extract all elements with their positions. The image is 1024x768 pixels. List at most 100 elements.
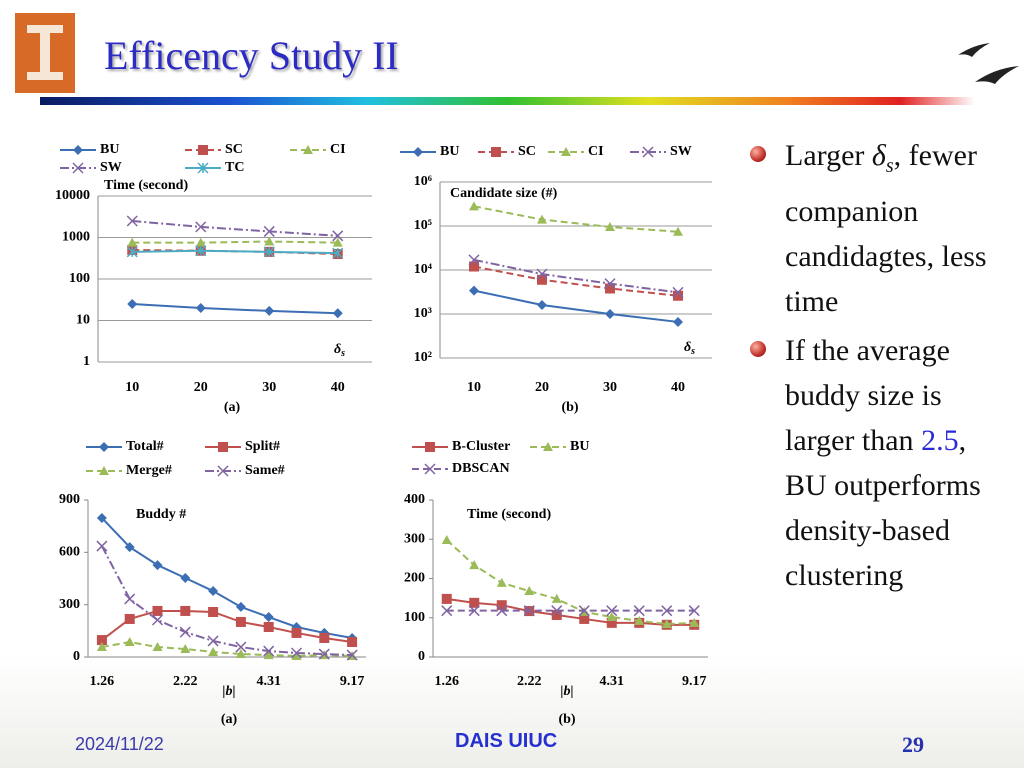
x-label: |b| [222, 684, 235, 699]
data-point [180, 572, 191, 583]
annotation-symbol: δ [684, 340, 691, 355]
data-point [578, 605, 590, 617]
bullet-symbol: δ [871, 139, 886, 172]
series-line [101, 517, 353, 639]
x-tick-label: 40 [671, 380, 685, 395]
data-point [537, 214, 547, 224]
legend-label: Split# [245, 439, 280, 454]
data-point [290, 647, 303, 659]
caption: (b) [561, 400, 578, 415]
legend-marker [491, 147, 501, 157]
data-point [263, 650, 274, 660]
legend-label: Total# [126, 439, 164, 454]
footer-date: 2024/11/22 [75, 734, 164, 754]
slide-title: Efficency Study II [104, 33, 399, 78]
series-line [446, 597, 695, 626]
data-point [551, 593, 562, 603]
legend-marker [425, 442, 435, 452]
data-point [96, 635, 107, 646]
y-label: Candidate size (#) [450, 186, 558, 201]
data-point [469, 261, 479, 272]
legend-label: BU [100, 142, 119, 157]
data-point [264, 305, 275, 316]
data-point [263, 246, 275, 258]
y-tick-label: 300 [59, 597, 80, 612]
series-line [473, 258, 679, 294]
x-tick-label: 1.26 [90, 674, 115, 689]
legend-label: SC [518, 144, 536, 159]
data-point [441, 593, 452, 604]
bullet-text: , fewer companion candidagtes, less time [785, 139, 987, 318]
data-point [291, 627, 302, 638]
y-label: Time (second) [467, 507, 551, 522]
x-tick-label: 2.22 [517, 674, 542, 689]
page-number: 29 [902, 732, 924, 757]
y-tick-label: 10000 [55, 188, 90, 203]
legend-label: Same# [245, 463, 285, 478]
data-point [469, 597, 480, 608]
data-point [124, 542, 135, 553]
y-tick-label: 0 [418, 649, 425, 664]
data-point [127, 298, 138, 309]
data-point [332, 230, 344, 242]
data-point [319, 632, 330, 643]
legend-label: TC [225, 160, 244, 175]
x-tick-label: 9.17 [340, 674, 365, 689]
data-point [126, 215, 138, 227]
data-point [347, 636, 358, 647]
x-tick-label: 30 [603, 380, 617, 395]
series-line [132, 302, 338, 315]
y-tick-label: 0 [73, 649, 80, 664]
data-point [346, 649, 358, 661]
data-point [152, 560, 163, 571]
legend-marker [303, 145, 313, 154]
x-tick-label: 9.17 [682, 674, 707, 689]
data-point [441, 535, 452, 545]
logo-mark [27, 25, 63, 80]
data-point [208, 586, 219, 597]
data-point [633, 605, 645, 617]
x-tick-label: 2.22 [173, 674, 198, 689]
x-tick-label: 1.26 [435, 674, 460, 689]
caption: (b) [558, 712, 575, 727]
data-point [605, 283, 615, 294]
data-point [469, 201, 479, 211]
data-point [606, 617, 617, 628]
data-point [96, 540, 108, 552]
data-point [673, 290, 683, 301]
data-point [332, 237, 343, 247]
legend-label: Merge# [126, 463, 172, 478]
data-point [263, 225, 275, 237]
y-tick-label: 10⁶ [414, 174, 432, 189]
bullet-list: Larger δs, fewer companion candidagtes, … [750, 133, 1000, 602]
data-point [536, 268, 548, 280]
x-label: |b| [560, 684, 573, 699]
data-point [208, 606, 219, 617]
y-tick-label: 10² [414, 350, 432, 365]
legend-marker [198, 145, 208, 155]
data-point [318, 648, 330, 660]
data-point [207, 635, 219, 647]
data-point [263, 645, 275, 657]
legend-marker [197, 162, 209, 174]
data-point [672, 286, 684, 298]
legend-marker [72, 162, 84, 174]
legend-marker [413, 147, 423, 157]
data-point [468, 605, 480, 617]
data-point [235, 649, 246, 659]
bullet-number: 2.5 [921, 424, 959, 457]
y-tick-label: 10⁴ [414, 262, 433, 277]
data-point [441, 605, 453, 617]
data-point [661, 605, 673, 617]
data-point [208, 646, 219, 656]
y-label: Time (second) [104, 178, 188, 193]
y-tick-label: 100 [404, 610, 425, 625]
bullet: If the average buddy size is larger than… [750, 328, 995, 598]
series-line [132, 249, 338, 255]
data-point [469, 285, 479, 296]
data-point [332, 247, 344, 259]
y-tick-label: 10 [76, 313, 90, 328]
series-line [132, 219, 338, 237]
y-tick-label: 100 [69, 271, 90, 286]
legend-marker [217, 465, 229, 477]
